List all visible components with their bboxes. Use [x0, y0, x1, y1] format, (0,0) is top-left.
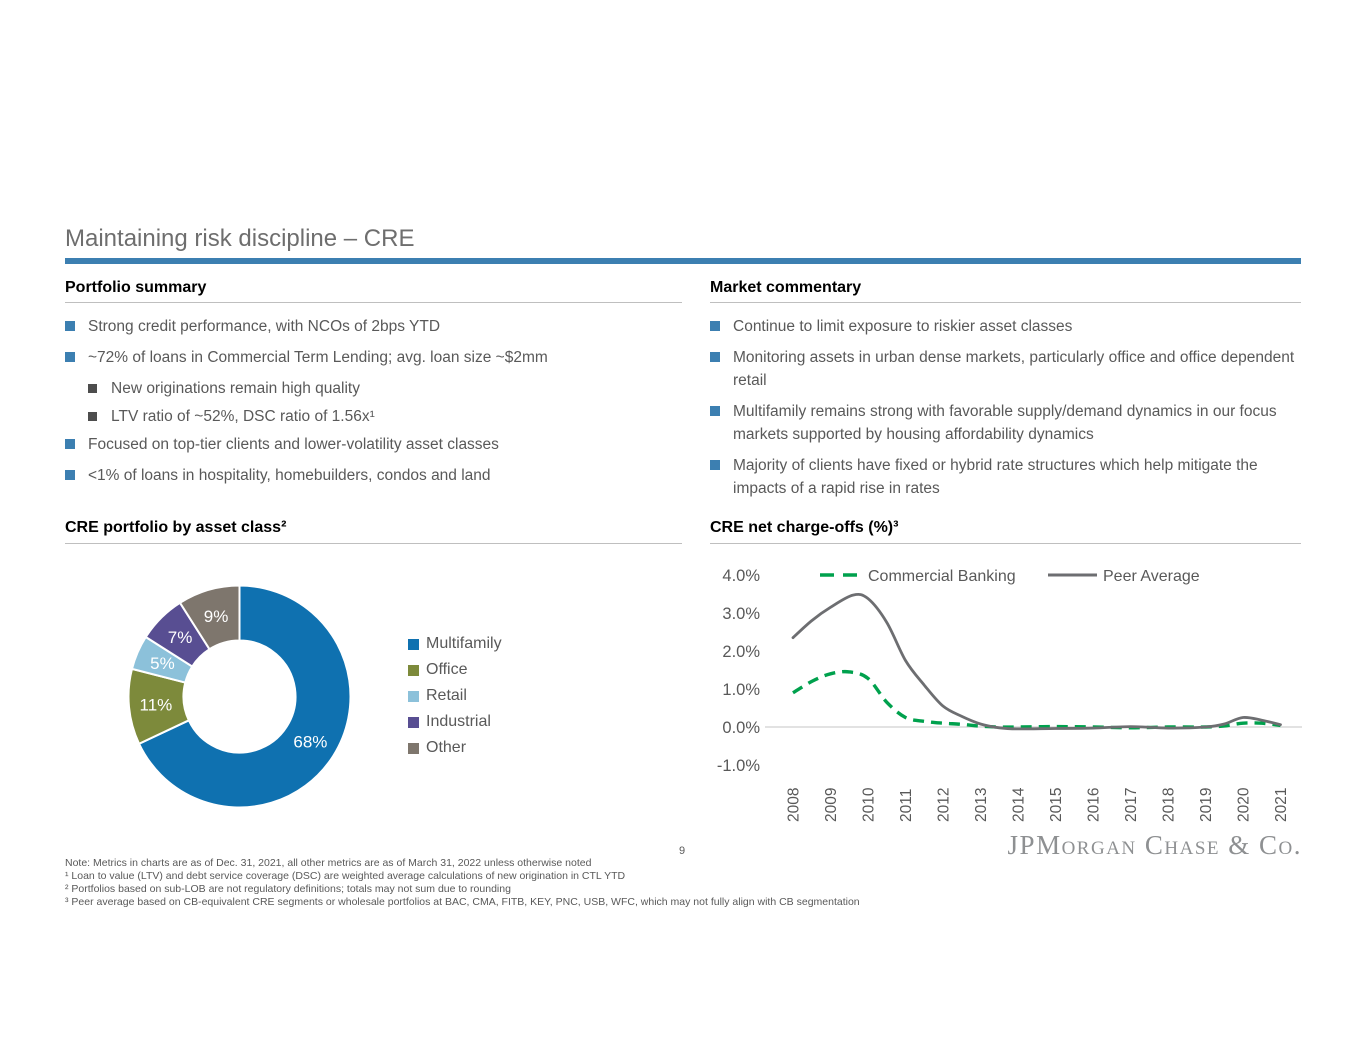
bullet-text: New originations remain high quality	[111, 380, 360, 397]
line-chart: 4.0% 3.0% 2.0% 1.0% 0.0% -1.0% 2008 2009 2010 201…	[717, 567, 1302, 822]
legend-item: Other	[408, 735, 502, 761]
bullet-square-icon	[710, 460, 720, 470]
bullet-item: Strong credit performance, with NCOs of …	[65, 315, 682, 338]
bullet-square-icon	[65, 352, 75, 362]
donut-chart-title: CRE portfolio by asset class²	[65, 519, 682, 544]
bullet-square-icon	[88, 412, 97, 421]
company-logo: JPMorgan Chase & Co.	[1007, 830, 1302, 860]
bullet-square-icon	[710, 352, 720, 362]
bullet-square-icon	[65, 439, 75, 449]
donut-chart: 68% 11% 5% 7% 9%	[127, 584, 352, 809]
donut-segment	[178, 584, 241, 651]
x-axis-label: 2014	[1011, 787, 1028, 822]
y-axis-label: 2.0%	[722, 643, 760, 661]
legend-item: Industrial	[408, 709, 502, 735]
legend-label: Retail	[426, 687, 467, 704]
y-axis-label: 0.0%	[722, 719, 760, 737]
donut-legend: Multifamily Office Retail Industrial Other	[408, 631, 502, 761]
x-axis-label: 2013	[973, 788, 990, 822]
x-axis-label: 2019	[1198, 788, 1215, 822]
legend-swatch-icon	[408, 664, 419, 676]
donut-segment	[137, 584, 352, 809]
portfolio-summary-section: Portfolio summary Strong credit performa…	[65, 279, 682, 495]
bullet-text: Monitoring assets in urban dense markets…	[733, 349, 1295, 389]
market-commentary-heading: Market commentary	[710, 279, 1301, 303]
bullet-item: New originations remain high quality	[88, 377, 682, 400]
x-axis-label: 2021	[1273, 788, 1290, 822]
legend-swatch-icon	[408, 742, 419, 754]
bullet-item: Multifamily remains strong with favorabl…	[710, 400, 1301, 446]
bullet-text: Strong credit performance, with NCOs of …	[88, 318, 441, 335]
donut-value-label: 9%	[204, 607, 229, 626]
y-axis-label: 3.0%	[722, 605, 760, 623]
bullet-item: Majority of clients have fixed or hybrid…	[710, 454, 1301, 500]
y-axis-label: 4.0%	[722, 567, 760, 585]
bullet-item: Monitoring assets in urban dense markets…	[710, 346, 1301, 392]
bullet-text: Continue to limit exposure to riskier as…	[733, 318, 1073, 335]
bullet-item: Focused on top-tier clients and lower-vo…	[65, 433, 682, 456]
legend-label: Office	[426, 661, 468, 678]
legend-swatch-icon	[408, 638, 419, 650]
x-axis-label: 2016	[1086, 788, 1103, 822]
page-title: Maintaining risk discipline – CRE	[65, 225, 415, 252]
footnote-line: ¹ Loan to value (LTV) and debt service c…	[65, 870, 626, 882]
market-commentary-list: Continue to limit exposure to riskier as…	[710, 315, 1301, 500]
bullet-square-icon	[710, 406, 720, 416]
legend-item: Office	[408, 657, 502, 683]
bullet-text: Multifamily remains strong with favorabl…	[733, 403, 1277, 443]
x-axis-label: 2017	[1123, 788, 1140, 822]
series-line	[792, 669, 1281, 730]
x-axis-label: 2012	[936, 788, 953, 822]
portfolio-summary-heading: Portfolio summary	[65, 279, 682, 303]
bullet-item: ~72% of loans in Commercial Term Lending…	[65, 346, 682, 369]
legend-item: Multifamily	[408, 631, 502, 657]
legend-swatch-icon	[408, 716, 419, 728]
legend-item: Retail	[408, 683, 502, 709]
x-axis-label: 2015	[1048, 788, 1065, 822]
x-axis-label: 2011	[898, 789, 915, 822]
bullet-text: LTV ratio of ~52%, DSC ratio of 1.56x¹	[111, 408, 375, 425]
legend-swatch-icon	[408, 690, 419, 702]
market-commentary-section: Market commentary Continue to limit expo…	[710, 279, 1301, 508]
legend-label: Peer Average	[1103, 568, 1200, 585]
bullet-text: ~72% of loans in Commercial Term Lending…	[88, 349, 548, 366]
bullet-square-icon	[65, 321, 75, 331]
bullet-square-icon	[65, 470, 75, 480]
y-axis-label: 1.0%	[722, 681, 760, 699]
legend-label: Multifamily	[426, 635, 502, 652]
bullet-item: LTV ratio of ~52%, DSC ratio of 1.56x¹	[88, 405, 682, 428]
x-axis-label: 2020	[1236, 787, 1253, 822]
legend-label: Industrial	[426, 713, 491, 730]
title-accent-rule	[65, 258, 1301, 264]
x-axis-label: 2008	[786, 788, 803, 822]
x-axis-label: 2009	[823, 788, 840, 822]
x-axis-label: 2018	[1161, 788, 1178, 822]
bullet-item: Continue to limit exposure to riskier as…	[710, 315, 1301, 338]
donut-value-label: 7%	[168, 628, 193, 647]
bullet-text: Focused on top-tier clients and lower-vo…	[88, 436, 499, 453]
bullet-item: <1% of loans in hospitality, homebuilder…	[65, 464, 682, 487]
bullet-text: <1% of loans in hospitality, homebuilder…	[88, 467, 491, 484]
legend-label: Other	[426, 739, 467, 756]
y-axis-label: -1.0%	[717, 757, 760, 775]
footnote-line: ³ Peer average based on CB-equivalent CR…	[65, 896, 860, 908]
bullet-square-icon	[710, 321, 720, 331]
donut-value-label: 11%	[140, 695, 173, 714]
portfolio-summary-list: Strong credit performance, with NCOs of …	[65, 315, 682, 487]
footnote-line: Note: Metrics in charts are as of Dec. 3…	[65, 857, 592, 869]
page-number: 9	[678, 845, 686, 857]
x-axis-label: 2010	[861, 787, 878, 822]
bullet-text: Majority of clients have fixed or hybrid…	[733, 457, 1258, 497]
donut-value-label: 68%	[293, 733, 327, 752]
series-line	[791, 592, 1282, 731]
footnotes: Note: Metrics in charts are as of Dec. 3…	[65, 857, 860, 909]
donut-value-label: 5%	[150, 654, 175, 673]
bullet-square-icon	[88, 384, 97, 393]
footnote-line: ² Portfolios based on sub-LOB are not re…	[65, 883, 511, 895]
line-chart-title: CRE net charge-offs (%)³	[710, 519, 1301, 544]
legend-label: Commercial Banking	[868, 568, 1016, 585]
